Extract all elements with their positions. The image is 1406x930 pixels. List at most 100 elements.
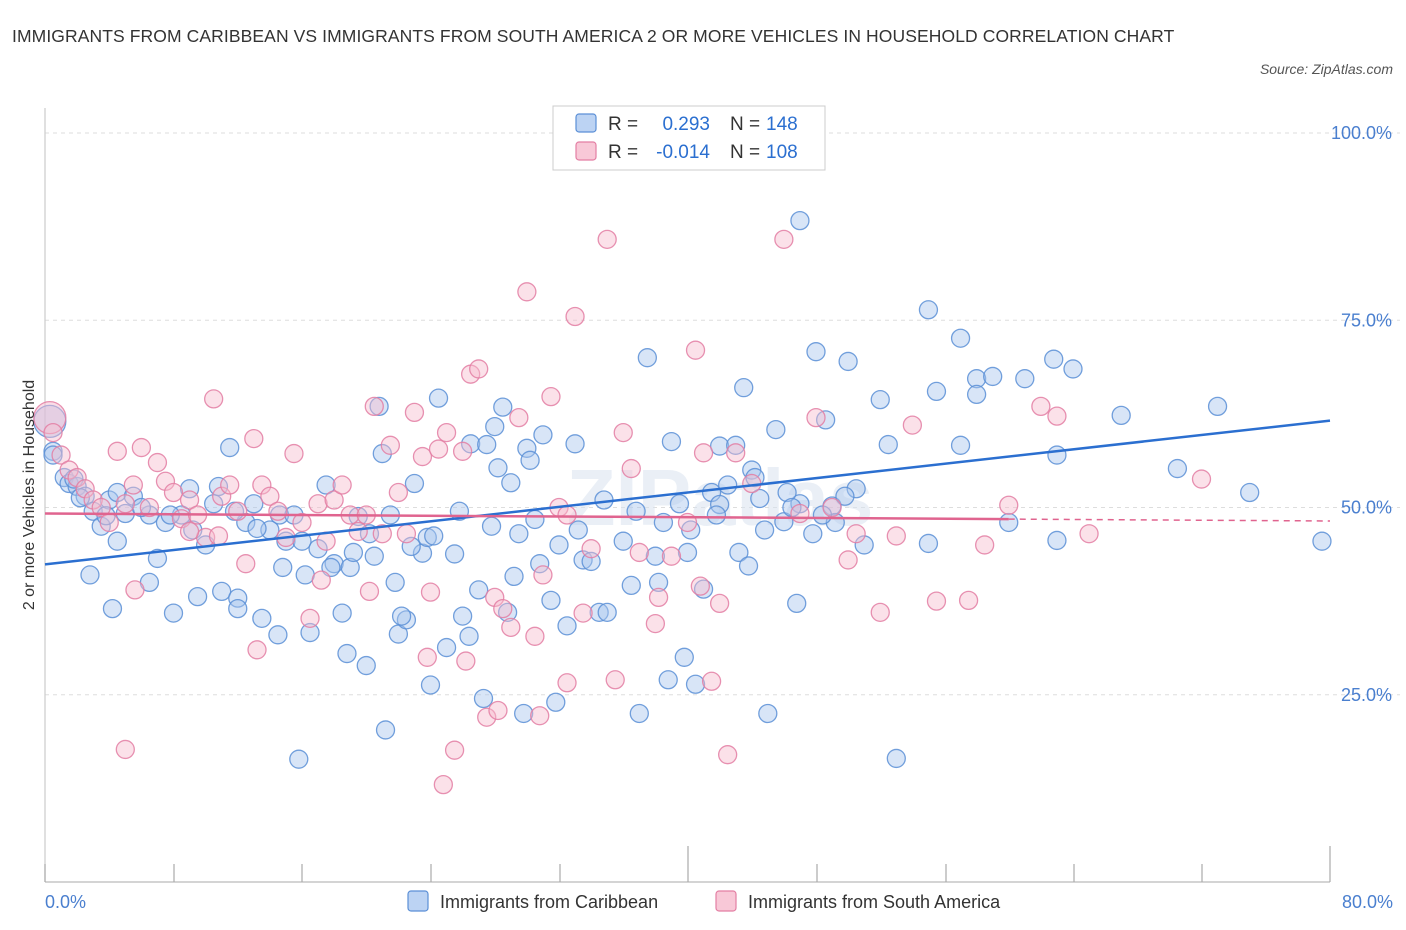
caribbean-point [645,546,666,566]
y-tick-label: 75.0% [1341,310,1392,330]
correlation-legend: R = 0.293 N = 148 R = -0.014 N = 108 [552,105,826,171]
caribbean-point [123,486,143,506]
legend-n-value-1: 148 [766,114,798,135]
south-america-point [488,700,508,721]
south-america-point [51,445,71,465]
x-tick-label-min: 0.0% [45,892,86,912]
south-america-point [485,587,505,608]
axes: 0.0% 80.0% [44,108,1393,912]
caribbean-point [589,602,609,623]
caribbean-point [247,518,267,539]
south-america-point [163,482,184,503]
caribbean-point [838,351,858,372]
caribbean-point [102,598,123,619]
south-america-point [260,486,280,506]
caribbean-point [391,606,412,626]
south-america-point [147,452,168,473]
south-america-point [252,475,272,495]
caribbean-point [926,381,947,402]
south-america-point [557,505,577,525]
south-america-point [417,647,437,667]
caribbean-point [718,475,738,495]
caribbean-point [573,550,593,570]
south-america-point [709,593,730,614]
south-america-point [404,402,425,423]
south-america-point [690,576,710,596]
caribbean-point [918,300,939,320]
legend-r-value-1: 0.293 [662,114,710,135]
legend-n-value-2: 108 [766,142,798,163]
caribbean-point [1047,530,1067,551]
caribbean-point [212,581,232,602]
caribbean-point [520,450,540,470]
caribbean-point [147,548,168,569]
south-america-point [179,521,200,542]
y-axis-label: 2 or more Vehicles in Household [21,380,38,610]
caribbean-point [324,554,344,574]
south-america-point [565,306,585,327]
legend-r-label-2: R = [608,142,638,163]
legend-frame [552,105,826,171]
south-america-point [208,526,229,546]
caribbean-point [43,445,63,465]
caribbean-point [530,554,550,574]
south-america-point [388,482,409,503]
caribbean-point [1312,531,1332,551]
caribbean-point [131,497,152,518]
south-america-point [75,479,95,499]
south-america-point [359,581,380,602]
y-tick-label: 100.0% [1331,123,1392,143]
caribbean-point [321,557,341,578]
legend-n-label-2: N = [730,142,760,163]
caribbean-point [754,520,775,540]
caribbean-point [473,688,494,709]
caribbean-point [693,579,714,599]
south-america-point [428,439,449,459]
south-america-point [67,467,87,488]
caribbean-point [404,473,425,494]
caribbean-point [648,572,669,593]
caribbean-point [629,703,649,724]
caribbean-point [461,434,481,454]
trend-line-caribbean [44,419,1331,566]
south-america-point [412,446,433,467]
caribbean-point [356,655,376,676]
caribbean-point [375,720,396,740]
caribbean-point [504,566,524,587]
caribbean-point [846,479,866,499]
caribbean-point [726,435,746,455]
caribbean-point [401,536,421,557]
south-america-point [469,359,489,379]
south-america-point [701,671,722,691]
caribbean-point [459,626,479,646]
caribbean-point [983,366,1003,387]
caribbean-point [412,543,433,563]
caribbean-point [886,748,906,769]
south-america-point [452,441,473,461]
south-america-point [433,774,454,795]
caribbean-point [525,509,545,530]
watermark: ZIPatlas [567,453,874,542]
south-america-point [236,554,256,574]
south-america-point [493,598,513,619]
south-america-point [477,707,497,727]
south-america-point [501,617,521,637]
south-america-point [131,437,152,458]
legend-swatch-caribbean [575,113,597,133]
caribbean-point [107,531,127,551]
south-america-point [975,535,995,555]
caribbean-point [758,703,778,724]
south-america-point [870,602,890,623]
caribbean-point [1111,405,1131,426]
caribbean-point [501,473,521,493]
caribbean-point [750,488,770,509]
south-america-point [115,494,135,514]
caribbean-point [488,458,508,478]
caribbean-point [677,542,698,563]
caribbean-point [428,388,449,408]
caribbean-point [385,572,405,593]
south-america-point [396,524,417,544]
south-america-point [372,524,392,544]
south-america-point [125,580,145,600]
south-america-point [1191,469,1212,489]
